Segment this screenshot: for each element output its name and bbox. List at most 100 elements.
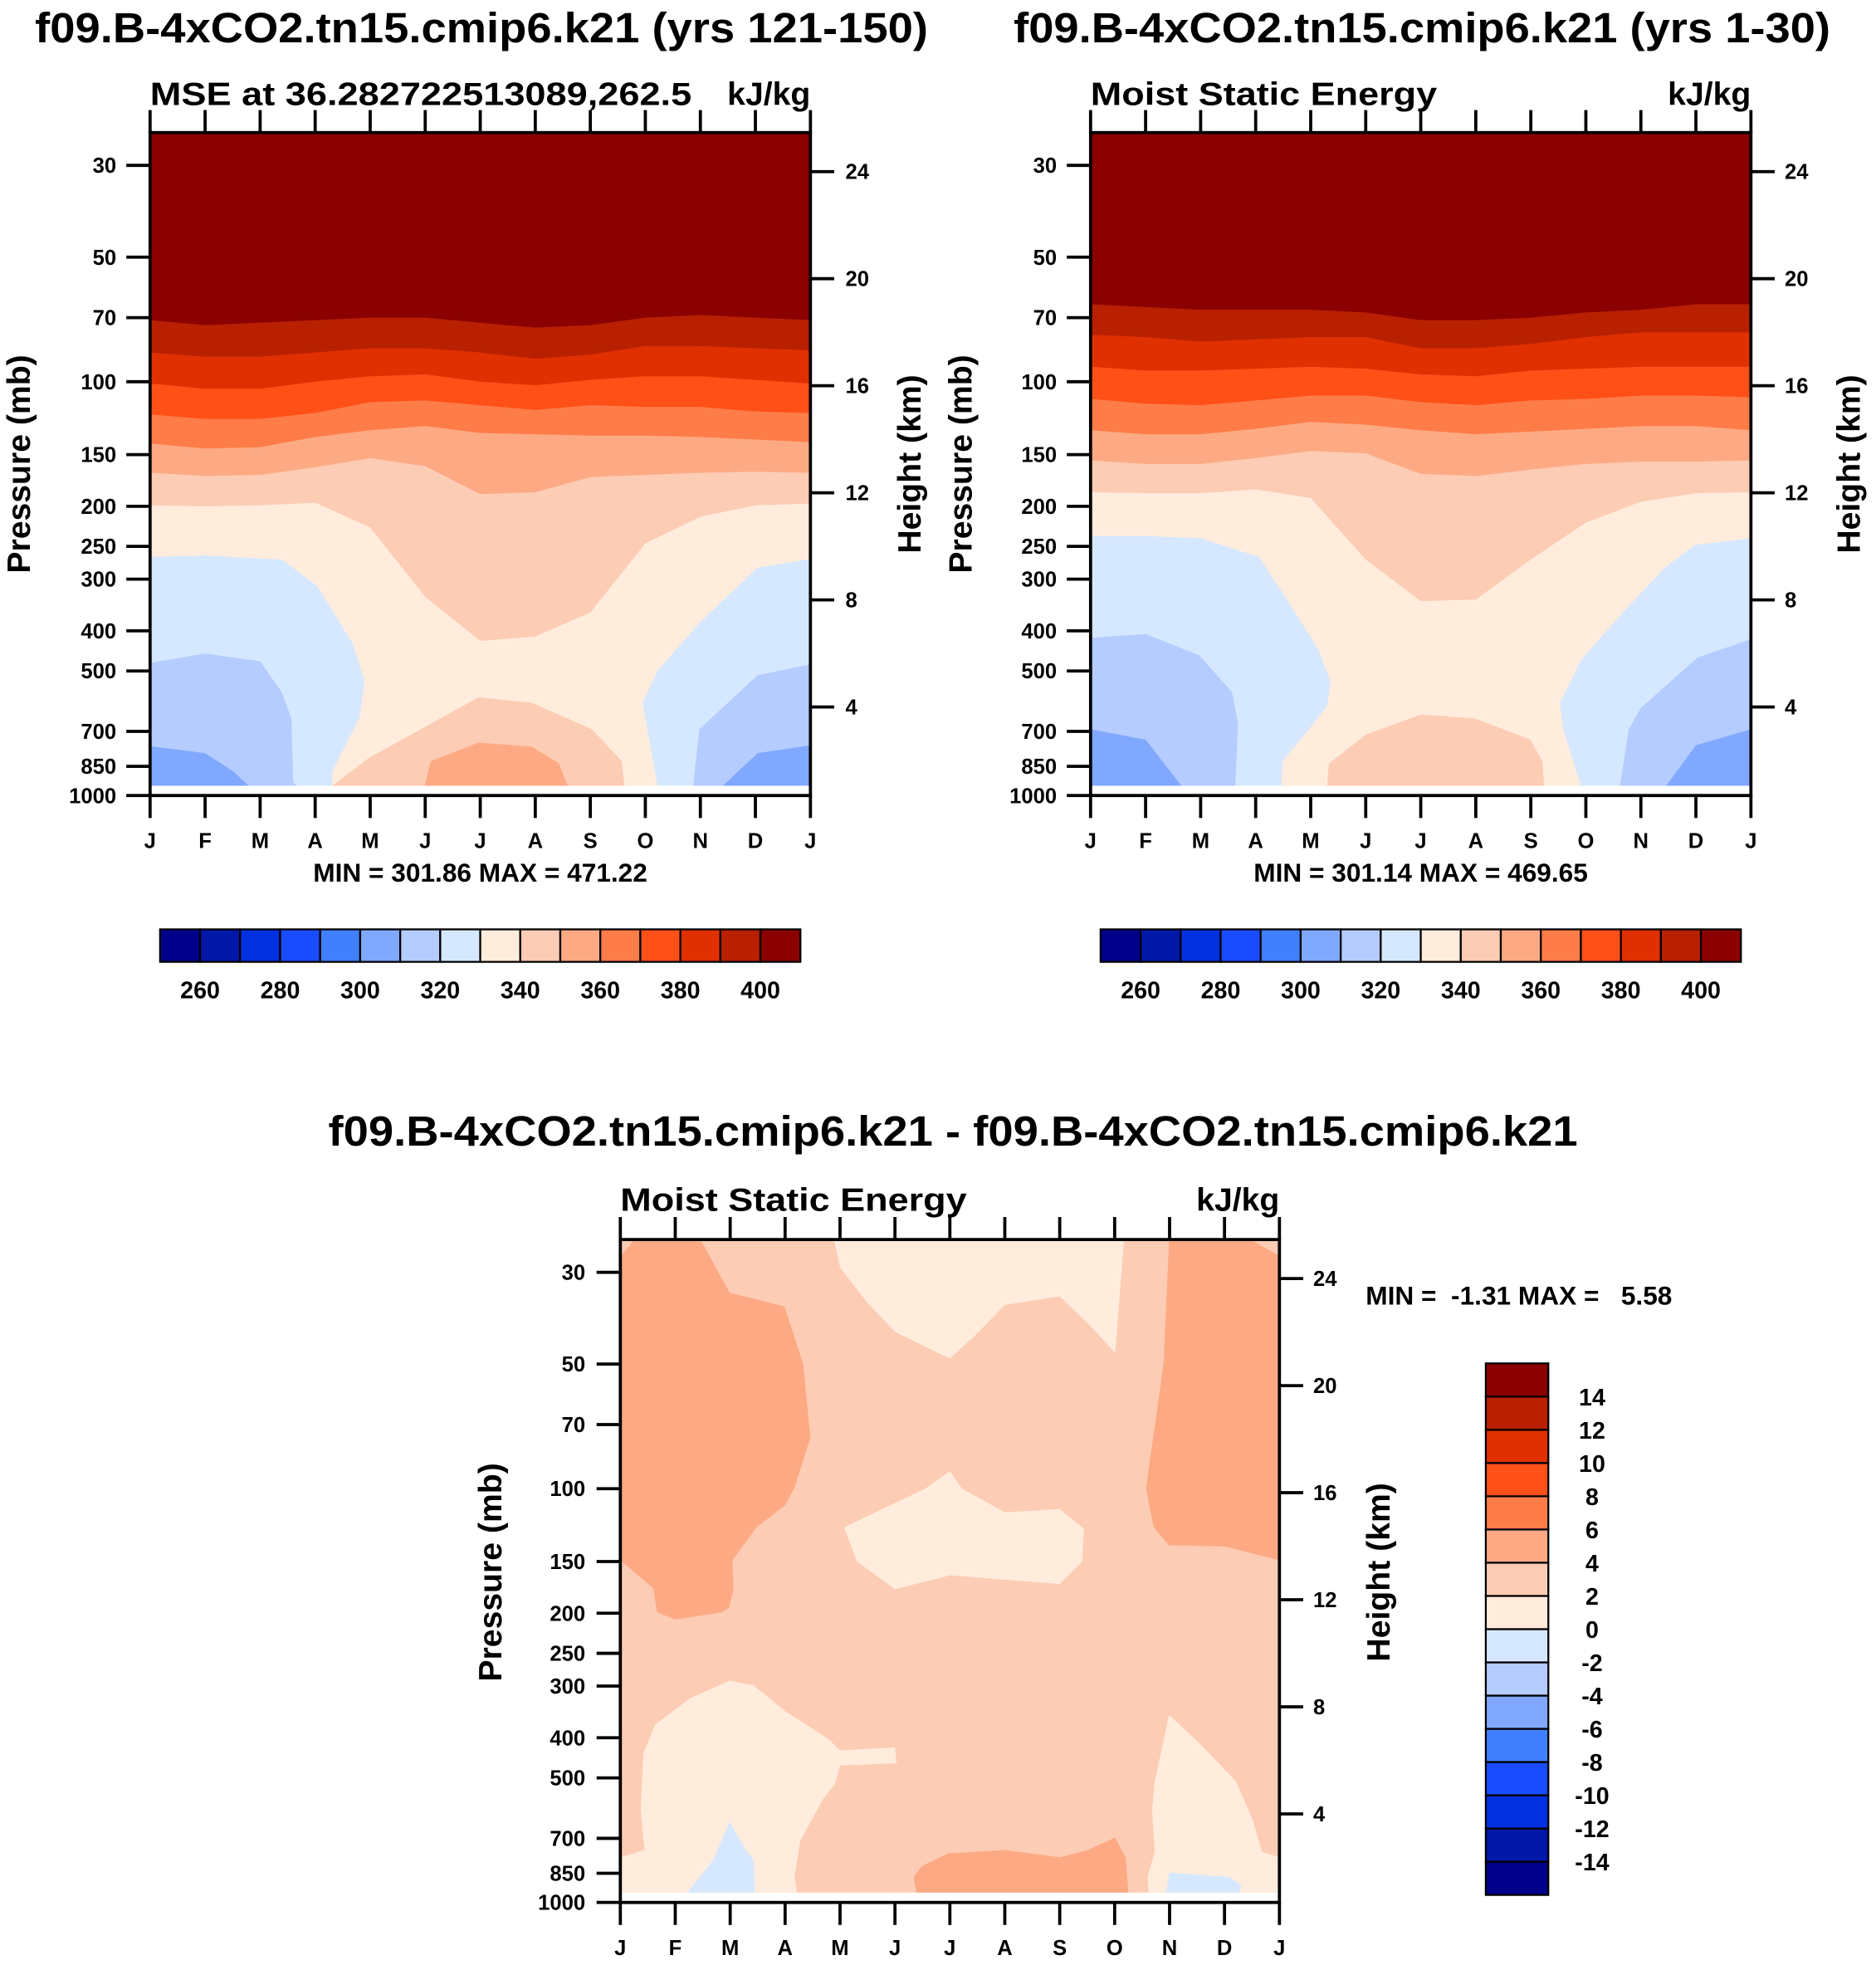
- x-tick-label: O: [1577, 830, 1594, 853]
- colorbar-box: [679, 928, 721, 963]
- x-tick-label: S: [1524, 830, 1538, 853]
- colorbar-box: [1419, 928, 1462, 963]
- colorbar-box: [1484, 1860, 1550, 1896]
- x-tick-label: J: [1745, 830, 1756, 853]
- colorbar-box: [1484, 1728, 1550, 1763]
- colorbar-box: [1259, 928, 1302, 963]
- colorbar-label: 14: [1579, 1385, 1605, 1411]
- contour-region-band-8: [833, 1239, 1125, 1359]
- colorbar-label: 340: [1441, 977, 1481, 1004]
- colorbar-box: [759, 928, 802, 963]
- colorbar-box: [1484, 1628, 1550, 1664]
- colorbar-label: 300: [1281, 977, 1321, 1004]
- colorbar-box: [279, 928, 321, 963]
- x-tick-label: J: [944, 1937, 955, 1960]
- panel-3: J F M A M J J A S O N D J305070100150200250300400500…: [329, 1107, 1673, 1960]
- x-tick-label: J: [1085, 830, 1097, 853]
- y-axis-label: Pressure (mb): [473, 1463, 509, 1681]
- y-tick-label: 100: [1021, 371, 1057, 394]
- y-tick-label: 50: [93, 247, 117, 270]
- contour-region-band-10: [620, 1239, 811, 1620]
- y-tick-label: 700: [1021, 721, 1057, 744]
- contour-region-band-5: [722, 745, 811, 786]
- y-tick-label: 1000: [538, 1892, 585, 1915]
- colorbar-box: [1459, 928, 1502, 963]
- x-tick-label: O: [637, 830, 653, 853]
- y-tick-label: 200: [550, 1602, 585, 1625]
- chart-subtitle: Moist Static Energy: [1091, 77, 1438, 113]
- contour-region-band-7: [687, 1821, 755, 1893]
- x-tick-label: N: [1162, 1937, 1177, 1960]
- x-tick-label: F: [1139, 830, 1152, 853]
- y2-tick-label: 16: [1785, 375, 1808, 398]
- y-tick-label: 200: [81, 496, 116, 519]
- colorbar-box: [599, 928, 642, 963]
- chart-subtitle: MSE at 36.282722513089,262.5: [150, 77, 691, 113]
- x-tick-label: M: [361, 830, 379, 853]
- x-tick-label: J: [474, 830, 486, 853]
- y-tick-label: 70: [1033, 307, 1058, 330]
- y-tick-label: 70: [562, 1414, 586, 1437]
- y2-tick-label: 12: [846, 482, 869, 506]
- contour-region-band-5: [1090, 729, 1182, 786]
- colorbar-label: -4: [1581, 1684, 1603, 1710]
- colorbar-box: [1380, 928, 1422, 963]
- x-tick-label: M: [831, 1937, 848, 1960]
- x-tick-label: J: [1414, 830, 1426, 853]
- y-tick-label: 850: [550, 1863, 585, 1886]
- y2-tick-label: 20: [1785, 268, 1808, 291]
- colorbar-label: 360: [580, 977, 620, 1004]
- colorbar: -14 -12 -10 -8 -6 -4 -2 0 2 4 6 8 10 12 14: [1484, 1362, 1610, 1896]
- y-tick-label: 150: [550, 1551, 585, 1574]
- colorbar-box: [439, 928, 481, 963]
- contour-region-band-10: [913, 1837, 1129, 1893]
- colorbar-box: [1484, 1761, 1550, 1796]
- colorbar-label: 340: [501, 977, 540, 1004]
- y-tick-label: 30: [93, 154, 117, 178]
- colorbar: 260 280 300 320 340 360 380 400: [1099, 928, 1742, 1004]
- colorbar-box: [1620, 928, 1662, 963]
- x-tick-label: D: [1217, 1937, 1233, 1960]
- y2-tick-label: 24: [846, 161, 870, 184]
- min-max-label: MIN = -1.31 MAX = 5.58: [1365, 1280, 1672, 1310]
- x-tick-label: N: [1633, 830, 1649, 853]
- colorbar-box: [639, 928, 682, 963]
- x-tick-label: F: [198, 830, 212, 853]
- colorbar-box: [1484, 1429, 1550, 1464]
- y-tick-label: 500: [1021, 660, 1057, 683]
- colorbar-box: [1099, 928, 1142, 963]
- y-tick-label: 50: [562, 1353, 586, 1376]
- colorbar-box: [1540, 928, 1582, 963]
- colorbar-label: 400: [1681, 977, 1721, 1004]
- colorbar: 260 280 300 320 340 360 380 400: [159, 928, 802, 1004]
- colorbar-label: 4: [1585, 1551, 1599, 1577]
- y-tick-label: 100: [550, 1478, 585, 1501]
- y-tick-label: 150: [1021, 444, 1057, 467]
- colorbar-box: [1484, 1462, 1550, 1498]
- y-tick-label: 700: [550, 1827, 585, 1850]
- y-tick-label: 150: [81, 444, 116, 467]
- y-axis-label: Pressure (mb): [2, 354, 37, 573]
- colorbar-label: -12: [1575, 1816, 1609, 1843]
- colorbar-box: [1484, 1694, 1550, 1730]
- colorbar-label: 320: [1361, 977, 1400, 1004]
- y2-tick-label: 12: [1313, 1589, 1337, 1612]
- colorbar-box: [1180, 928, 1222, 963]
- colorbar-box: [1699, 928, 1742, 963]
- x-tick-label: A: [1248, 830, 1263, 853]
- contour-region-band-5: [149, 745, 249, 786]
- x-tick-label: M: [1192, 830, 1209, 853]
- contour-region-band-10: [424, 742, 568, 786]
- colorbar-box: [1484, 1562, 1550, 1597]
- y-tick-label: 850: [81, 755, 116, 779]
- colorbar-box: [1659, 928, 1703, 963]
- x-tick-label: S: [1053, 1937, 1067, 1960]
- colorbar-label: 300: [340, 977, 380, 1004]
- x-tick-label: M: [1302, 830, 1319, 853]
- y-tick-label: 500: [81, 660, 116, 683]
- y-tick-label: 200: [1021, 496, 1057, 519]
- chart-subtitle: Moist Static Energy: [620, 1182, 967, 1218]
- colorbar-label: -2: [1581, 1650, 1602, 1677]
- colorbar-box: [1299, 928, 1342, 963]
